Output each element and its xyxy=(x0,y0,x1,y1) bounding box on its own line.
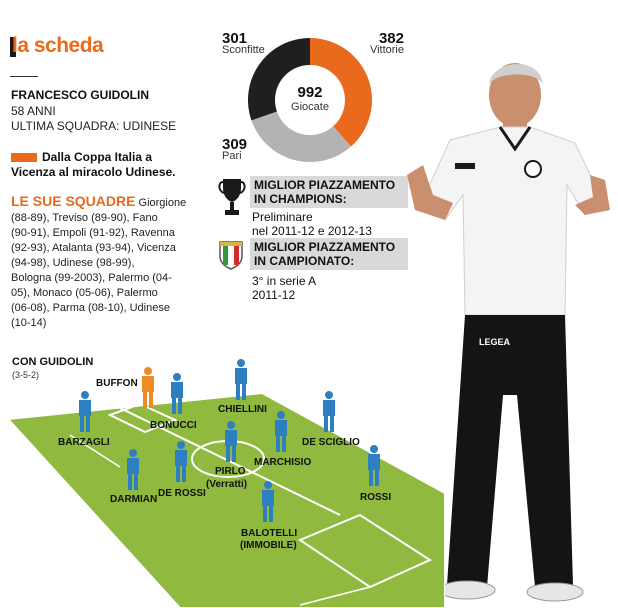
teams-line-2: (90-91), Empoli (91-92), Ravenna xyxy=(11,227,175,239)
giocate-label: Giocate xyxy=(291,101,329,113)
highlight-bar xyxy=(11,153,37,162)
highlight-line-1: Dalla Coppa Italia a xyxy=(42,150,153,164)
trophy-icon xyxy=(218,179,246,215)
page-title: la scheda xyxy=(12,34,104,57)
coach-last-team: ULTIMA SQUADRA: UDINESE xyxy=(11,119,177,133)
coach-name: FRANCESCO GUIDOLIN xyxy=(11,88,149,102)
pari-stat: 309 Pari xyxy=(222,136,247,162)
giocate-value: 992 xyxy=(297,84,323,101)
teams-line-8: (10-14) xyxy=(11,317,47,329)
player-figure-balotelli xyxy=(262,481,274,522)
vittorie-label: Vittorie xyxy=(369,44,404,56)
player-figure-chiellini xyxy=(235,359,247,400)
player-name-buffon: BUFFON xyxy=(96,378,138,389)
teams-line-0: Giorgione xyxy=(138,197,187,209)
highlight-line-2: Vicenza al miracolo Udinese. xyxy=(11,165,176,179)
champions-value: Preliminare nel 2011-12 e 2012-13 xyxy=(252,210,372,238)
coach-photo: LEGEA xyxy=(407,63,610,602)
teams-line-7: (06-08), Parma (08-10), Udinese xyxy=(11,302,170,314)
player-name-balotelli-alt: (IMMOBILE) xyxy=(240,540,297,551)
player-name-balotelli: BALOTELLI xyxy=(241,528,298,539)
champions-title-line-1: MIGLIOR PIAZZAMENTO xyxy=(254,178,396,192)
header-rule-top xyxy=(10,37,16,57)
donut-center: 992 Giocate xyxy=(280,84,340,113)
champions-title-line-2: IN CHAMPIONS: xyxy=(254,192,347,206)
teams-line-1: (88-89), Treviso (89-90), Fano xyxy=(11,212,158,224)
pari-value: 309 xyxy=(222,136,248,153)
campionato-title-line-2: IN CAMPIONATO: xyxy=(254,254,355,268)
football-pitch xyxy=(5,391,445,608)
vittorie-value: 382 xyxy=(378,30,404,47)
campionato-title: MIGLIOR PIAZZAMENTO IN CAMPIONATO: xyxy=(250,238,408,270)
player-name-rossi: ROSSI xyxy=(360,492,392,503)
teams-line-4: (94-98), Udinese (98-99), xyxy=(11,257,135,269)
teams-line-6: 05), Monaco (05-06), Palermo xyxy=(11,287,158,299)
player-name-de-rossi: DE ROSSI xyxy=(158,488,206,499)
teams-title: LE SUE SQUADRE xyxy=(11,193,136,209)
campionato-value-line-2: 2011-12 xyxy=(252,288,296,302)
results-donut xyxy=(248,38,372,162)
player-name-marchisio: MARCHISIO xyxy=(254,457,312,468)
player-name-darmian: DARMIAN xyxy=(110,494,158,505)
player-name-bonucci: BONUCCI xyxy=(150,420,197,431)
player-figure-buffon xyxy=(142,367,154,408)
player-figure-de-sciglio xyxy=(323,391,335,432)
champions-title: MIGLIOR PIAZZAMENTO IN CHAMPIONS: xyxy=(250,176,408,208)
player-figure-pirlo xyxy=(225,421,237,462)
coach-age: 58 ANNI xyxy=(11,104,56,118)
champions-value-line-2: nel 2011-12 e 2012-13 xyxy=(252,224,372,238)
teams-block: LE SUE SQUADRE Giorgione (88-89), Trevis… xyxy=(11,194,197,331)
teams-line-3: (92-93), Atalanta (93-94), Vicenza xyxy=(11,242,176,254)
player-name-de-sciglio: DE SCIGLIO xyxy=(302,437,360,448)
scudetto-icon xyxy=(219,241,243,270)
player-figure-bonucci xyxy=(171,373,183,414)
shirt-brand: LEGEA xyxy=(479,337,511,347)
header-divider xyxy=(10,76,38,77)
player-name-barzagli: BARZAGLI xyxy=(58,437,110,448)
player-name-chiellini: CHIELLINI xyxy=(218,404,267,415)
vittorie-stat: 382 Vittorie xyxy=(362,30,404,56)
lineup-title: CON GUIDOLIN xyxy=(12,356,94,368)
lineup-formation: (3-5-2) xyxy=(12,370,40,380)
sconfitte-label: Sconfitte xyxy=(222,44,265,56)
sconfitte-stat: 301 Sconfitte xyxy=(222,30,265,56)
sconfitte-value: 301 xyxy=(222,30,248,47)
campionato-title-line-1: MIGLIOR PIAZZAMENTO xyxy=(254,240,396,254)
player-figure-de-rossi xyxy=(175,441,187,482)
player-figure-darmian xyxy=(127,449,139,490)
pari-label: Pari xyxy=(222,150,242,162)
campionato-value-line-1: 3° in serie A xyxy=(252,274,317,288)
teams-line-5: Bologna (99-2003), Palermo (04- xyxy=(11,272,172,284)
player-name-pirlo-alt: (Verratti) xyxy=(206,479,248,490)
player-figure-marchisio xyxy=(275,411,287,452)
player-figure-barzagli xyxy=(79,391,91,432)
player-name-pirlo: PIRLO xyxy=(215,466,246,477)
champions-value-line-1: Preliminare xyxy=(252,210,313,224)
player-figure-rossi xyxy=(368,445,380,486)
campionato-value: 3° in serie A 2011-12 xyxy=(252,274,316,302)
